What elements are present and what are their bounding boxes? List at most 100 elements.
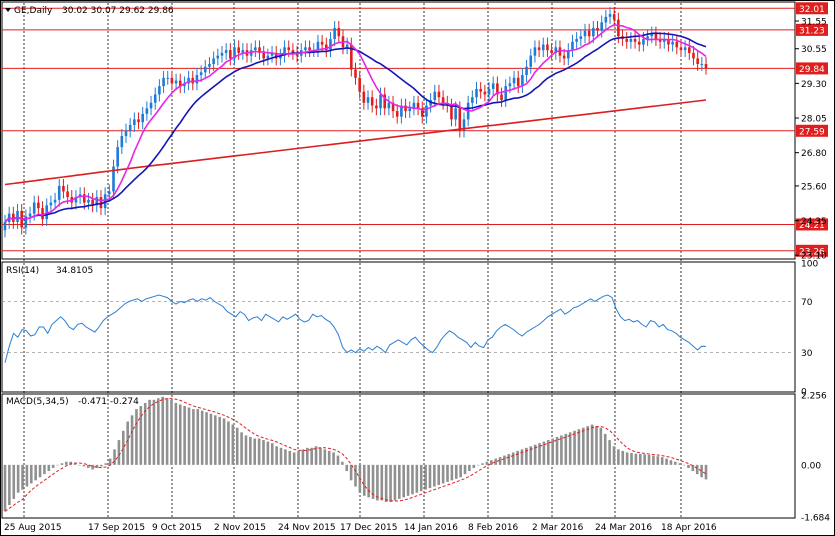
candle-body [133, 119, 136, 125]
macd-bar [476, 464, 480, 466]
macd-bar [380, 464, 384, 501]
macd-bar [21, 464, 24, 490]
macd-bar [196, 409, 200, 465]
macd-bar [490, 460, 493, 465]
candle-body [462, 119, 466, 131]
macd-bar [73, 463, 77, 465]
macd-bar [157, 398, 160, 465]
macd-panel[interactable] [1, 393, 796, 519]
candle-body [617, 19, 620, 37]
date-label: 24 Mar 2016 [595, 523, 652, 533]
macd-bar [542, 441, 546, 465]
macd-bar [56, 464, 59, 466]
macd-bar [51, 464, 55, 468]
rsi-panel[interactable] [1, 261, 796, 393]
candle-body [74, 197, 78, 203]
macd-bar [450, 464, 454, 481]
price-level-tag [796, 244, 828, 257]
candle-body [541, 44, 545, 51]
macd-bar [424, 464, 427, 490]
candle-body [688, 47, 691, 53]
macd-bar [564, 433, 568, 465]
candle-body [692, 52, 695, 59]
macd-bar [34, 464, 37, 481]
macd-bar [402, 464, 405, 498]
macd-bar [590, 424, 594, 465]
candle-body [679, 47, 683, 51]
candle-body [529, 55, 533, 67]
macd-bar [43, 464, 46, 475]
macd-signal-line [4, 398, 707, 512]
triangle-down-icon[interactable] [5, 8, 11, 12]
macd-bar [647, 454, 651, 465]
candle-body [128, 124, 132, 131]
candle-body [166, 77, 170, 79]
macd-name: MACD(5,34,5) [6, 397, 69, 407]
macd-bar [463, 464, 467, 475]
candle-body [354, 69, 357, 78]
candle-body [345, 44, 349, 48]
ma-fast-line [4, 23, 707, 223]
chart-header: GE,Daily 30.02 30.07 29.62 29.86 [5, 6, 174, 16]
candle-body [203, 66, 207, 73]
candle-body [571, 41, 574, 51]
candles [3, 7, 708, 238]
candle-body [158, 86, 161, 95]
macd-bar [485, 461, 489, 465]
macd-bar [148, 399, 151, 465]
candle-body [550, 50, 553, 53]
macd-bar [200, 410, 204, 465]
candle-body [153, 94, 157, 103]
macd-bar [481, 463, 484, 465]
candle-body [87, 199, 90, 203]
candle-body [233, 47, 236, 59]
macd-bar [446, 464, 449, 482]
candle-body [24, 216, 28, 228]
macd-bar [323, 449, 327, 465]
macd-bar [634, 453, 638, 465]
candle-body [471, 97, 474, 103]
macd-bar [187, 407, 191, 465]
macd-bar [643, 454, 646, 465]
macd-bar [126, 421, 129, 465]
candle-body [120, 136, 124, 148]
candle-body [254, 47, 257, 51]
candle-body [483, 91, 487, 95]
candle-body [37, 202, 40, 209]
macd-bar [78, 464, 81, 466]
macd-bar [406, 464, 410, 496]
date-label: 24 Nov 2015 [278, 523, 336, 533]
candle-body [508, 83, 512, 87]
rsi-tick-label: 70 [801, 298, 813, 308]
ma-slow-line [4, 99, 707, 186]
macd-bar [630, 453, 633, 465]
vertical-grid [23, 3, 682, 517]
macd-bar [16, 464, 20, 493]
macd-bar [130, 415, 134, 465]
date-label: 25 Aug 2015 [4, 523, 62, 533]
candle-body [454, 108, 457, 120]
candle-body [324, 44, 328, 51]
macd-bar [568, 432, 572, 465]
candle-body [308, 47, 311, 51]
candle-body [375, 105, 378, 109]
macd-bar [538, 443, 541, 465]
candle-body [629, 39, 633, 42]
macd-bar [69, 461, 73, 465]
price-level-label: 24.21 [799, 221, 825, 231]
macd-bar [292, 452, 296, 465]
candle-body [329, 39, 332, 51]
macd-bar [86, 464, 90, 468]
macd-bar [231, 424, 235, 465]
macd-bar [121, 430, 125, 465]
macd-bar [384, 464, 388, 503]
macd-bar [349, 464, 353, 481]
macd-bar [218, 416, 221, 465]
candle-body [224, 50, 228, 53]
candle-body [62, 185, 65, 192]
candle-body [195, 75, 199, 84]
candle-body [658, 39, 662, 42]
date-label: 17 Sep 2015 [88, 523, 145, 533]
